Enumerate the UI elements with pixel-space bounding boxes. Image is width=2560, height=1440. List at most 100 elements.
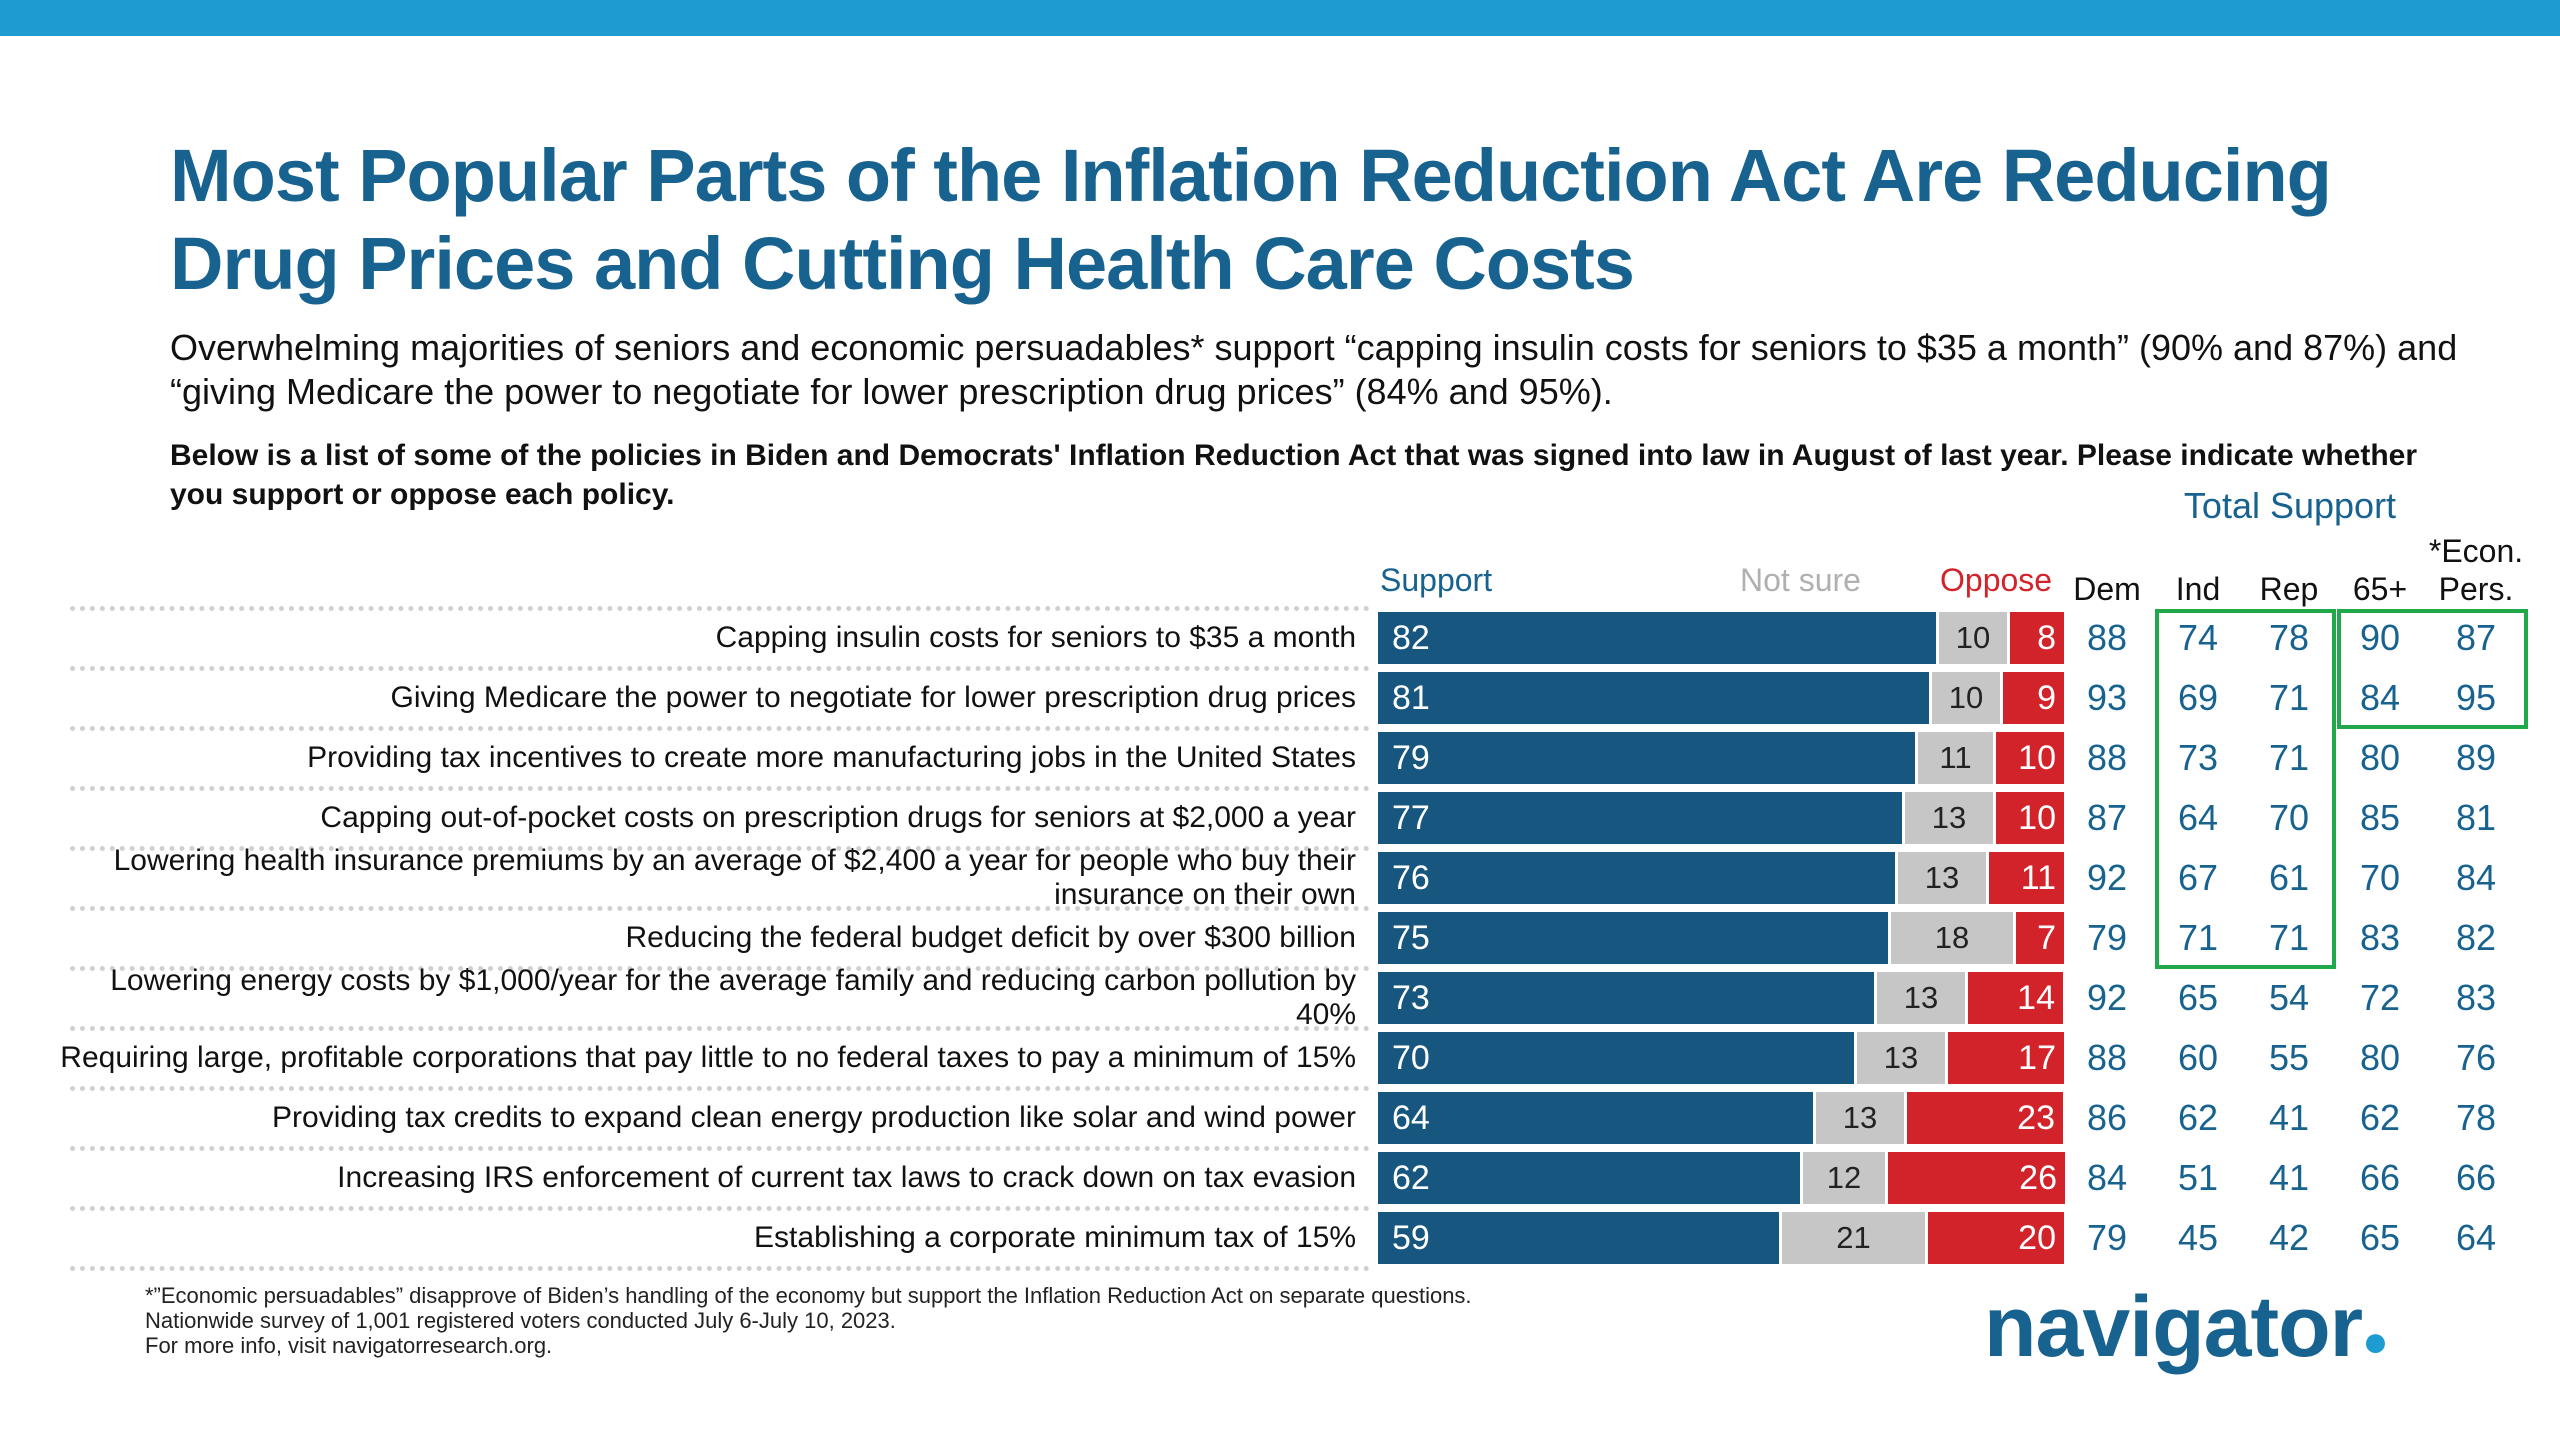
bar-support: 82: [1378, 612, 1936, 664]
row-divider: [70, 846, 1370, 851]
bar-oppose: 20: [1928, 1212, 2064, 1264]
total-support-value: 61: [2268, 857, 2310, 898]
policy-label: Increasing IRS enforcement of current ta…: [337, 1161, 1356, 1194]
total-support-value: 86: [2086, 1097, 2128, 1138]
total-support-value: 71: [2268, 677, 2310, 718]
total-support-value: 82: [2455, 917, 2497, 958]
total-support-value: 41: [2268, 1097, 2310, 1138]
footnote-line: For more info, visit navigatorresearch.o…: [145, 1333, 553, 1358]
column-header-dem: Dem: [2073, 571, 2141, 607]
total-support-value: 88: [2086, 737, 2128, 778]
total-support-value: 84: [2359, 677, 2401, 718]
bar-support: 76: [1378, 852, 1895, 904]
total-support-value: 84: [2086, 1157, 2128, 1198]
navigator-logo: navigator●: [1984, 1278, 2389, 1377]
policy-label: Capping out-of-pocket costs on prescript…: [320, 801, 1356, 834]
total-support-value: 60: [2177, 1037, 2219, 1078]
total-support-value: 87: [2086, 797, 2128, 838]
row-divider: [70, 786, 1370, 791]
row-divider: [70, 1146, 1370, 1151]
policy-label: Giving Medicare the power to negotiate f…: [390, 681, 1356, 714]
survey-question: Below is a list of some of the policies …: [170, 439, 2417, 511]
row-divider: [70, 1206, 1370, 1211]
total-support-value: 89: [2455, 737, 2497, 778]
total-support-value: 92: [2086, 977, 2128, 1018]
subtitle: Overwhelming majorities of seniors and e…: [170, 327, 2458, 412]
policy-label: Lowering energy costs by $1,000/year for…: [110, 964, 1356, 1031]
total-support-value: 72: [2359, 977, 2401, 1018]
row-divider: [70, 1026, 1370, 1031]
highlight-box: [2155, 609, 2336, 969]
bar-support: 64: [1378, 1092, 1813, 1144]
bar-support: 73: [1378, 972, 1874, 1024]
footnote-line: *”Economic persuadables” disapprove of B…: [145, 1283, 1472, 1308]
policy-label: Capping insulin costs for seniors to $35…: [715, 621, 1356, 654]
bar-not-sure: 10: [1939, 612, 2007, 664]
bar-oppose: 17: [1948, 1032, 2064, 1084]
column-header-econ-line2: Pers.: [2438, 571, 2514, 607]
total-support-value: 84: [2455, 857, 2497, 898]
total-support-value: 78: [2455, 1097, 2497, 1138]
row-divider: [70, 1266, 1370, 1271]
total-support-value: 62: [2359, 1097, 2401, 1138]
column-header-econ-pers: *Econ. Pers.: [2426, 532, 2526, 608]
total-support-value: 66: [2455, 1157, 2497, 1198]
bar-oppose: 11: [1989, 852, 2064, 904]
policy-label: Reducing the federal budget deficit by o…: [625, 921, 1357, 954]
bar-not-sure: 10: [1932, 672, 2000, 724]
logo-dot: ●: [2362, 1317, 2389, 1366]
bar-oppose: 26: [1888, 1152, 2065, 1204]
total-support-value: 71: [2177, 917, 2219, 958]
row-divider: [70, 906, 1370, 911]
row-divider: [70, 606, 1370, 611]
total-support-value: 79: [2086, 1217, 2128, 1258]
total-support-value: 76: [2455, 1037, 2497, 1078]
total-support-value: 92: [2086, 857, 2128, 898]
column-header-65plus: 65+: [2352, 571, 2408, 607]
row-divider: [70, 1086, 1370, 1091]
column-header-econ-line1: *Econ.: [2428, 533, 2524, 569]
total-support-value: 64: [2455, 1217, 2497, 1258]
bar-support: 59: [1378, 1212, 1779, 1264]
total-support-value: 93: [2086, 677, 2128, 718]
total-support-value: 88: [2086, 1037, 2128, 1078]
page-title: Most Popular Parts of the Inflation Redu…: [170, 134, 2332, 305]
total-support-value: 45: [2177, 1217, 2219, 1258]
bar-oppose: 23: [1907, 1092, 2063, 1144]
top-accent-bar: [0, 0, 2560, 36]
total-support-value: 65: [2177, 977, 2219, 1018]
bar-support: 79: [1378, 732, 1915, 784]
total-support-value: 71: [2268, 917, 2310, 958]
bar-oppose: 7: [2016, 912, 2064, 964]
bar-support: 81: [1378, 672, 1929, 724]
bar-oppose: 9: [2003, 672, 2064, 724]
bar-oppose: 14: [1968, 972, 2063, 1024]
total-support-value: 69: [2177, 677, 2219, 718]
total-support-value: 81: [2455, 797, 2497, 838]
total-support-value: 74: [2177, 617, 2219, 658]
bar-not-sure: 18: [1891, 912, 2013, 964]
row-divider: [70, 666, 1370, 671]
total-support-value: 70: [2359, 857, 2401, 898]
total-support-value: 51: [2177, 1157, 2219, 1198]
total-support-value: 87: [2455, 617, 2497, 658]
bar-support: 75: [1378, 912, 1888, 964]
bar-not-sure: 13: [1857, 1032, 1945, 1084]
bar-oppose: 8: [2010, 612, 2064, 664]
total-support-value: 85: [2359, 797, 2401, 838]
policy-label: Providing tax incentives to create more …: [307, 741, 1356, 774]
bar-not-sure: 12: [1803, 1152, 1885, 1204]
total-support-value: 55: [2268, 1037, 2310, 1078]
legend-support: Support: [1380, 562, 1493, 598]
row-divider: [70, 966, 1370, 971]
total-support-value: 79: [2086, 917, 2128, 958]
footnotes: *”Economic persuadables” disapprove of B…: [145, 1283, 1845, 1358]
total-support-value: 71: [2268, 737, 2310, 778]
footnote-line: Nationwide survey of 1,001 registered vo…: [145, 1308, 896, 1333]
total-support-value: 73: [2177, 737, 2219, 778]
total-support-value: 65: [2359, 1217, 2401, 1258]
bar-oppose: 10: [1996, 792, 2064, 844]
policy-label: Requiring large, profitable corporations…: [60, 1041, 1356, 1074]
total-support-value: 64: [2177, 797, 2219, 838]
total-support-value: 80: [2359, 1037, 2401, 1078]
